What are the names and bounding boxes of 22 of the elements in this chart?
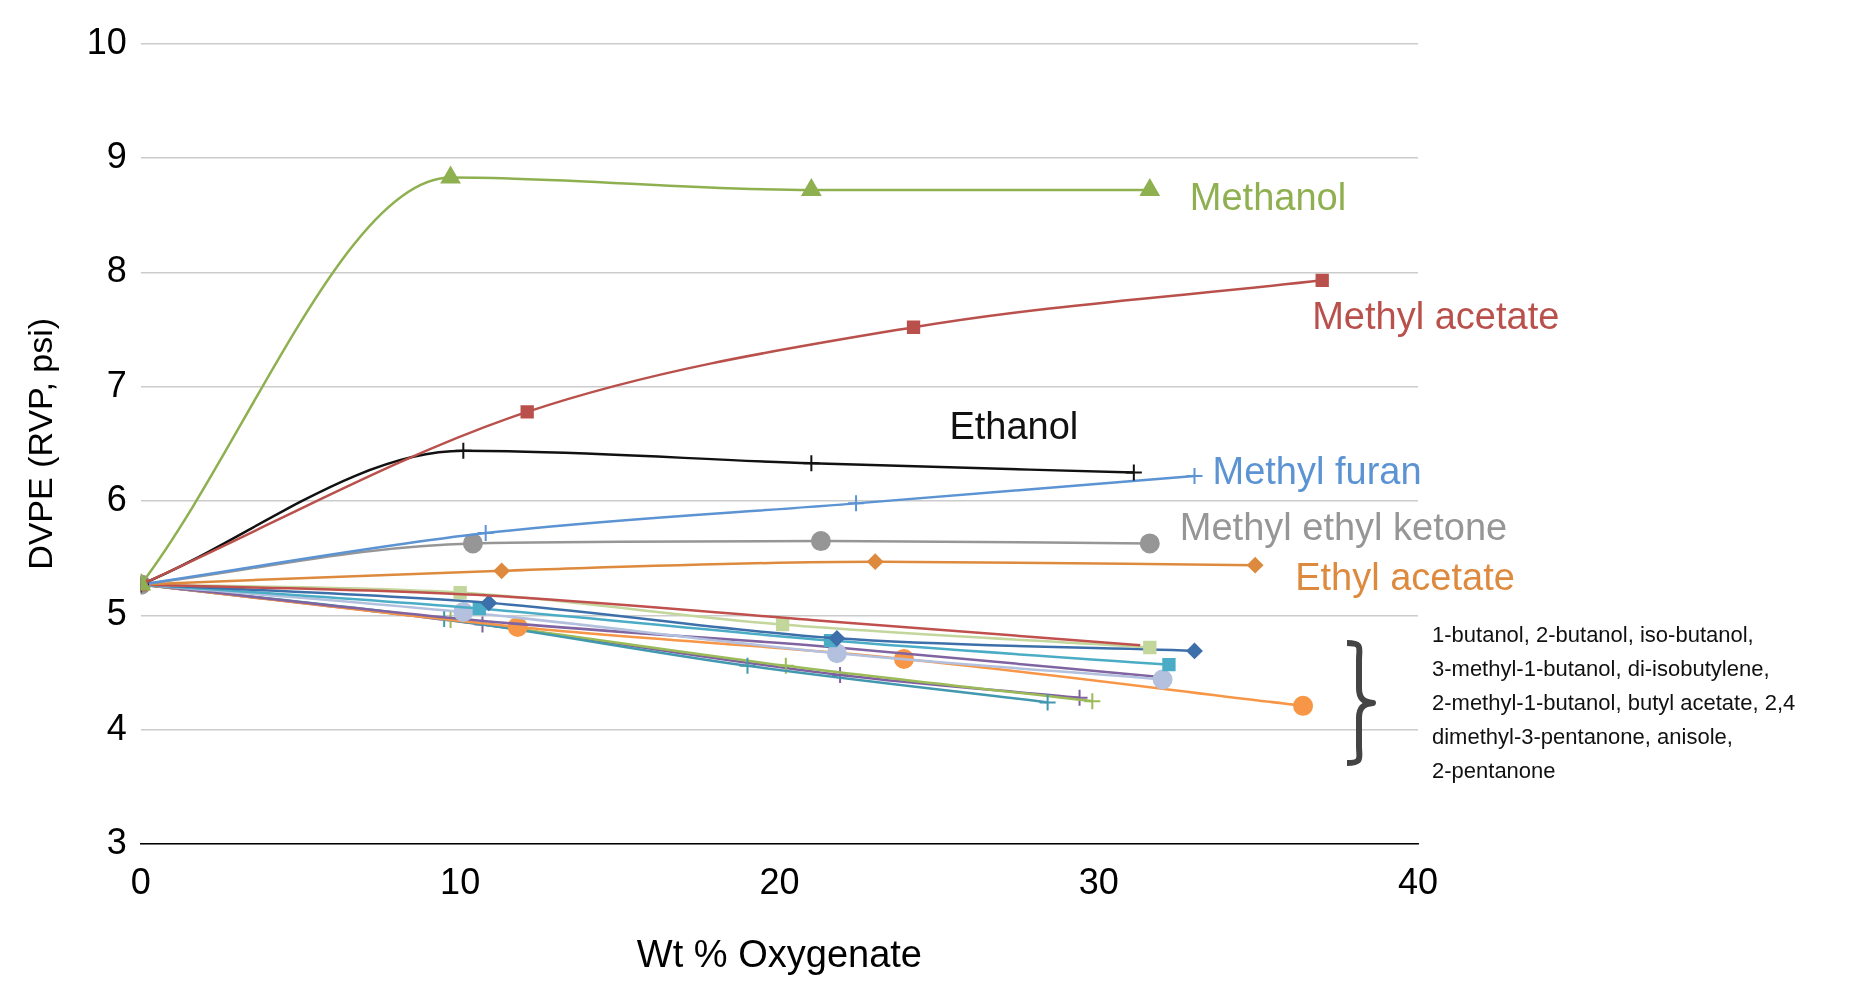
y-axis-title: DVPE (RVP, psi) bbox=[20, 317, 59, 570]
series-label: Ethanol bbox=[949, 404, 1079, 447]
y-tick-label: 4 bbox=[106, 706, 127, 748]
y-tick-label: 10 bbox=[86, 20, 127, 62]
x-tick-label: 10 bbox=[440, 860, 481, 902]
y-tick-label: 6 bbox=[106, 478, 127, 520]
x-tick-label: 40 bbox=[1397, 860, 1439, 902]
text: 1-butanol, 2-butanol, iso-butanol, 3-methyl-1-butanol, di-isobutylene, 2-methyl-1-butanol, butyl acetate, 2,4 dimethyl-3-pentanone, anisole, 2-pentanone bbox=[1432, 622, 1796, 783]
series-label: Methyl ethyl ketone bbox=[1179, 505, 1508, 548]
x-tick-label: 0 bbox=[130, 860, 151, 902]
series-label: Methyl furan bbox=[1212, 450, 1422, 493]
series-label: Methyl acetate bbox=[1312, 294, 1560, 337]
x-tick-label: 20 bbox=[759, 860, 800, 902]
y-tick-label: 5 bbox=[106, 592, 127, 634]
y-tick-label: 7 bbox=[106, 363, 127, 405]
series-label: Methanol bbox=[1189, 176, 1347, 219]
y-tick-label: 8 bbox=[106, 249, 127, 291]
y-tick-label: 3 bbox=[106, 821, 127, 863]
y-tick-label: 9 bbox=[106, 134, 127, 176]
x-axis-title: Wt % Oxygenate bbox=[636, 932, 922, 975]
series-label: Ethyl acetate bbox=[1295, 555, 1515, 598]
x-tick-label: 30 bbox=[1078, 860, 1119, 902]
